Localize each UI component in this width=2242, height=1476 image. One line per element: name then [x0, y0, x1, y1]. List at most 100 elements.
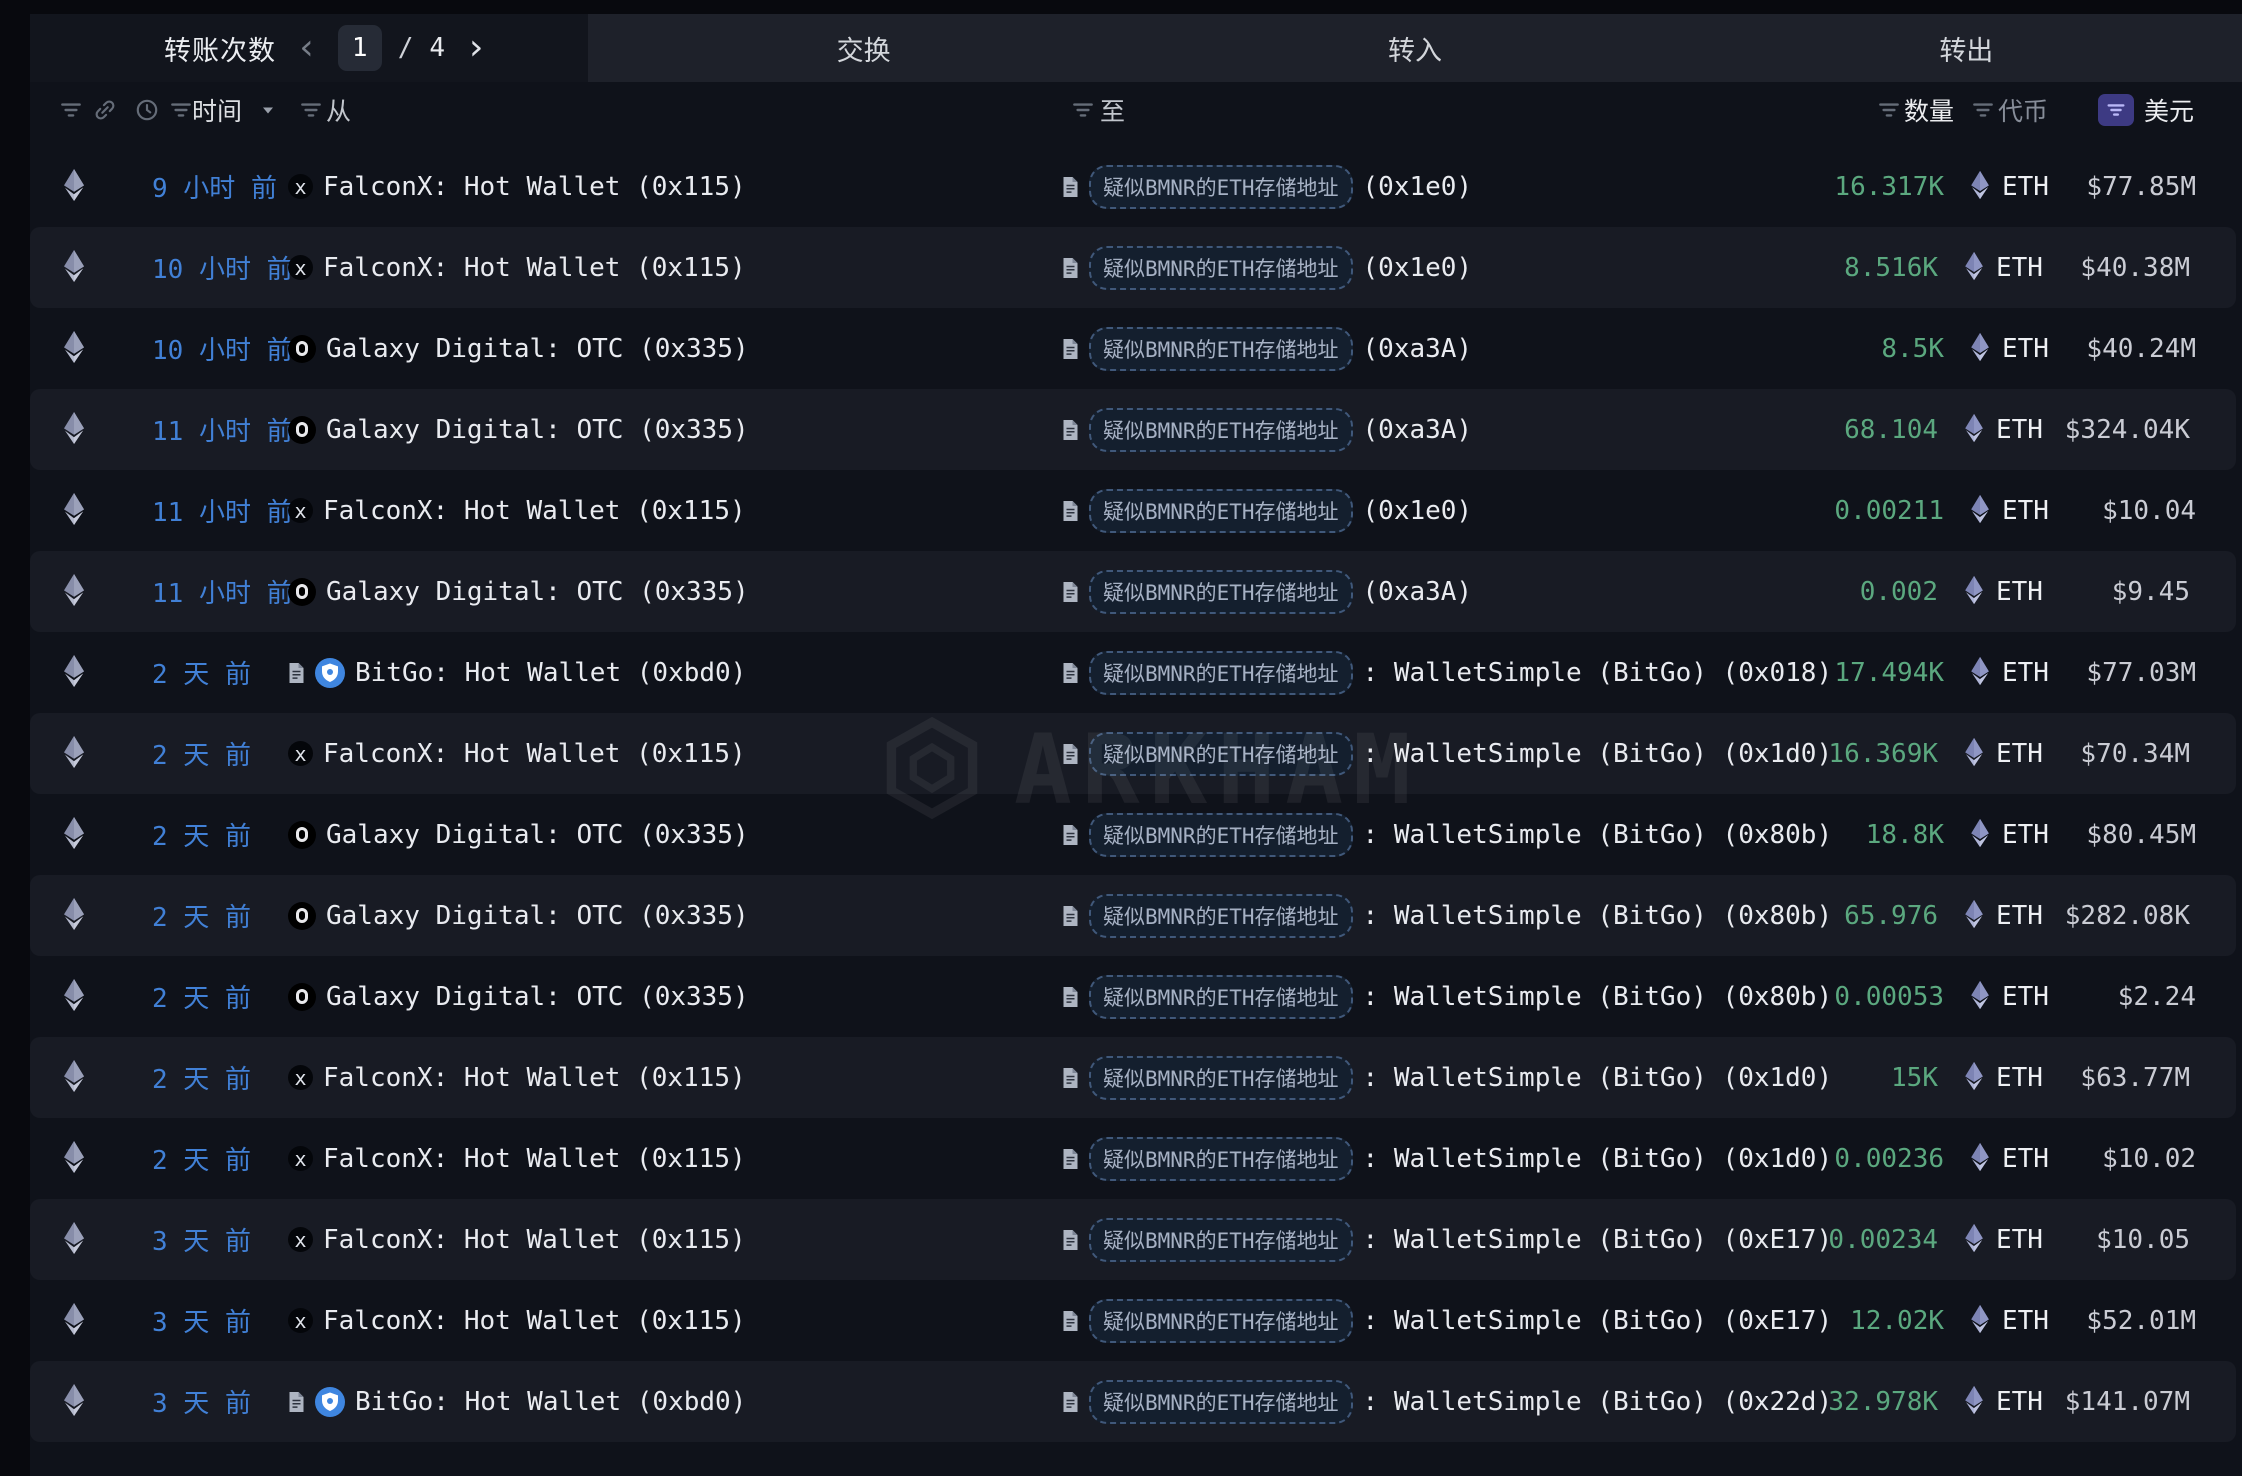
tx-time-link[interactable]: 2 天 前 — [152, 984, 251, 1014]
table-row[interactable]: 11 小时 前 Galaxy Digital: OTC (0x335) 疑似BMNR… — [30, 389, 2236, 470]
from-entity-cell[interactable]: x FalconX: Hot Wallet (0x115) — [288, 172, 1048, 202]
to-entity-cell[interactable]: 疑似BMNR的ETH存储地址 (0xa3A) — [1048, 326, 1834, 371]
tab-transfer-out[interactable]: 转出 — [1939, 35, 1994, 67]
filter-icon[interactable] — [1070, 97, 1096, 123]
to-entity-cell[interactable]: 疑似BMNR的ETH存储地址 (0xa3A) — [1048, 569, 1828, 614]
tx-time-link[interactable]: 11 小时 前 — [152, 498, 293, 528]
table-row[interactable]: 2 天 前 Galaxy Digital: OTC (0x335) 疑似BMNR的E… — [30, 875, 2236, 956]
suspected-address-badge[interactable]: 疑似BMNR的ETH存储地址 — [1089, 245, 1353, 290]
suspected-address-badge[interactable]: 疑似BMNR的ETH存储地址 — [1089, 1136, 1353, 1181]
chevron-down-icon[interactable] — [258, 100, 278, 120]
from-entity-cell[interactable]: Galaxy Digital: OTC (0x335) — [288, 820, 1048, 850]
tab-transfer-in[interactable]: 转入 — [1387, 35, 1442, 67]
clock-icon[interactable] — [134, 97, 160, 123]
filter-icon[interactable] — [58, 97, 84, 123]
suspected-address-badge[interactable]: 疑似BMNR的ETH存储地址 — [1089, 407, 1353, 452]
from-entity-cell[interactable]: Galaxy Digital: OTC (0x335) — [288, 415, 1048, 445]
to-entity-cell[interactable]: 疑似BMNR的ETH存储地址: WalletSimple (BitGo) (0x… — [1048, 731, 1828, 776]
table-row[interactable]: 3 天 前 x FalconX: Hot Wallet (0x115) 疑似BMNR的… — [30, 1280, 2242, 1361]
column-header-to[interactable]: 至 — [1100, 97, 1126, 126]
suspected-address-badge[interactable]: 疑似BMNR的ETH存储地址 — [1089, 650, 1353, 695]
table-row[interactable]: 9 小时 前 x FalconX: Hot Wallet (0x115) 疑似BMNR… — [30, 146, 2242, 227]
from-entity-cell[interactable]: Galaxy Digital: OTC (0x335) — [288, 982, 1048, 1012]
to-entity-cell[interactable]: 疑似BMNR的ETH存储地址 (0x1e0) — [1048, 488, 1834, 533]
tx-time-link[interactable]: 3 天 前 — [152, 1308, 251, 1338]
to-entity-cell[interactable]: 疑似BMNR的ETH存储地址: WalletSimple (BitGo) (0x… — [1048, 1055, 1828, 1100]
tx-time-link[interactable]: 10 小时 前 — [152, 255, 293, 285]
from-entity-cell[interactable]: x FalconX: Hot Wallet (0x115) — [288, 1063, 1048, 1093]
suspected-address-badge[interactable]: 疑似BMNR的ETH存储地址 — [1089, 974, 1353, 1019]
from-entity-cell[interactable]: BitGo: Hot Wallet (0xbd0) — [288, 1386, 1048, 1417]
tx-time-link[interactable]: 9 小时 前 — [152, 174, 277, 204]
to-entity-cell[interactable]: 疑似BMNR的ETH存储地址: WalletSimple (BitGo) (0x… — [1048, 1136, 1834, 1181]
tx-time-link[interactable]: 2 天 前 — [152, 1146, 251, 1176]
link-icon[interactable] — [92, 97, 118, 123]
column-header-usd[interactable]: 美元 — [2144, 97, 2195, 126]
tx-time-link[interactable]: 2 天 前 — [152, 660, 251, 690]
column-header-from[interactable]: 从 — [326, 97, 352, 126]
filter-icon[interactable] — [1970, 97, 1996, 123]
table-row[interactable]: 2 天 前 Galaxy Digital: OTC (0x335) 疑似BMNR的E… — [30, 794, 2242, 875]
table-row[interactable]: 11 小时 前 Galaxy Digital: OTC (0x335) 疑似BMNR… — [30, 551, 2236, 632]
table-row[interactable]: 3 天 前 BitGo: Hot Wallet (0xbd0) 疑似BMNR的ETH… — [30, 1361, 2236, 1442]
tx-time-link[interactable]: 11 小时 前 — [152, 579, 293, 609]
prev-page-button[interactable]: ‹ — [292, 30, 322, 66]
from-entity-cell[interactable]: Galaxy Digital: OTC (0x335) — [288, 577, 1048, 607]
from-entity-cell[interactable]: x FalconX: Hot Wallet (0x115) — [288, 253, 1048, 283]
tx-time-link[interactable]: 2 天 前 — [152, 903, 251, 933]
tx-time-link[interactable]: 3 天 前 — [152, 1227, 251, 1257]
suspected-address-badge[interactable]: 疑似BMNR的ETH存储地址 — [1089, 488, 1353, 533]
to-entity-cell[interactable]: 疑似BMNR的ETH存储地址: WalletSimple (BitGo) (0x… — [1048, 1298, 1834, 1343]
from-entity-cell[interactable]: x FalconX: Hot Wallet (0x115) — [288, 1225, 1048, 1255]
to-entity-cell[interactable]: 疑似BMNR的ETH存储地址: WalletSimple (BitGo) (0x… — [1048, 893, 1828, 938]
suspected-address-badge[interactable]: 疑似BMNR的ETH存储地址 — [1089, 812, 1353, 857]
table-row[interactable]: 11 小时 前 x FalconX: Hot Wallet (0x115) 疑似BMN… — [30, 470, 2242, 551]
tx-time-link[interactable]: 2 天 前 — [152, 822, 251, 852]
table-row[interactable]: 2 天 前 x FalconX: Hot Wallet (0x115) 疑似BMNR的… — [30, 1118, 2242, 1199]
to-entity-cell[interactable]: 疑似BMNR的ETH存储地址: WalletSimple (BitGo) (0x… — [1048, 974, 1834, 1019]
to-entity-cell[interactable]: 疑似BMNR的ETH存储地址 (0x1e0) — [1048, 164, 1834, 209]
tx-time-link[interactable]: 11 小时 前 — [152, 417, 293, 447]
usd-filter-active-icon[interactable] — [2098, 94, 2134, 126]
tx-time-link[interactable]: 2 天 前 — [152, 741, 251, 771]
suspected-address-badge[interactable]: 疑似BMNR的ETH存储地址 — [1089, 1055, 1353, 1100]
table-row[interactable]: 10 小时 前 Galaxy Digital: OTC (0x335) 疑似BMNR… — [30, 308, 2242, 389]
suspected-address-badge[interactable]: 疑似BMNR的ETH存储地址 — [1089, 326, 1353, 371]
to-entity-cell[interactable]: 疑似BMNR的ETH存储地址: WalletSimple (BitGo) (0x… — [1048, 650, 1834, 695]
tx-time-link[interactable]: 10 小时 前 — [152, 336, 293, 366]
to-entity-cell[interactable]: 疑似BMNR的ETH存储地址 (0xa3A) — [1048, 407, 1828, 452]
table-row[interactable]: 2 天 前 Galaxy Digital: OTC (0x335) 疑似BMNR的E… — [30, 956, 2242, 1037]
table-row[interactable]: 2 天 前 x FalconX: Hot Wallet (0x115) 疑似BMNR的… — [30, 713, 2236, 794]
table-row[interactable]: 3 天 前 x FalconX: Hot Wallet (0x115) 疑似BMNR的… — [30, 1199, 2236, 1280]
suspected-address-badge[interactable]: 疑似BMNR的ETH存储地址 — [1089, 164, 1353, 209]
column-header-amount[interactable]: 数量 — [1904, 97, 1955, 126]
filter-icon[interactable] — [1876, 97, 1902, 123]
from-entity-cell[interactable]: x FalconX: Hot Wallet (0x115) — [288, 1144, 1048, 1174]
from-entity-cell[interactable]: x FalconX: Hot Wallet (0x115) — [288, 1306, 1048, 1336]
to-entity-cell[interactable]: 疑似BMNR的ETH存储地址: WalletSimple (BitGo) (0x… — [1048, 1217, 1828, 1262]
suspected-address-badge[interactable]: 疑似BMNR的ETH存储地址 — [1089, 569, 1353, 614]
from-entity-cell[interactable]: x FalconX: Hot Wallet (0x115) — [288, 739, 1048, 769]
suspected-address-badge[interactable]: 疑似BMNR的ETH存储地址 — [1089, 893, 1353, 938]
suspected-address-badge[interactable]: 疑似BMNR的ETH存储地址 — [1089, 731, 1353, 776]
from-entity-cell[interactable]: Galaxy Digital: OTC (0x335) — [288, 334, 1048, 364]
tx-time-link[interactable]: 2 天 前 — [152, 1065, 251, 1095]
column-header-token[interactable]: 代币 — [1998, 97, 2049, 126]
column-header-time[interactable]: 时间 — [192, 97, 243, 126]
from-entity-cell[interactable]: Galaxy Digital: OTC (0x335) — [288, 901, 1048, 931]
to-entity-cell[interactable]: 疑似BMNR的ETH存储地址: WalletSimple (BitGo) (0x… — [1048, 812, 1834, 857]
suspected-address-badge[interactable]: 疑似BMNR的ETH存储地址 — [1089, 1217, 1353, 1262]
filter-icon[interactable] — [298, 97, 324, 123]
table-row[interactable]: 2 天 前 x FalconX: Hot Wallet (0x115) 疑似BMNR的… — [30, 1037, 2236, 1118]
next-page-button[interactable]: › — [461, 30, 491, 66]
table-row[interactable]: 10 小时 前 x FalconX: Hot Wallet (0x115) 疑似BMN… — [30, 227, 2236, 308]
tab-swap[interactable]: 交换 — [836, 35, 891, 67]
table-row[interactable]: 2 天 前 BitGo: Hot Wallet (0xbd0) 疑似BMNR的ETH… — [30, 632, 2242, 713]
suspected-address-badge[interactable]: 疑似BMNR的ETH存储地址 — [1089, 1298, 1353, 1343]
tx-time-link[interactable]: 3 天 前 — [152, 1389, 251, 1419]
suspected-address-badge[interactable]: 疑似BMNR的ETH存储地址 — [1089, 1379, 1353, 1424]
from-entity-cell[interactable]: BitGo: Hot Wallet (0xbd0) — [288, 657, 1048, 688]
filter-icon[interactable] — [168, 97, 194, 123]
from-entity-cell[interactable]: x FalconX: Hot Wallet (0x115) — [288, 496, 1048, 526]
to-entity-cell[interactable]: 疑似BMNR的ETH存储地址 (0x1e0) — [1048, 245, 1828, 290]
